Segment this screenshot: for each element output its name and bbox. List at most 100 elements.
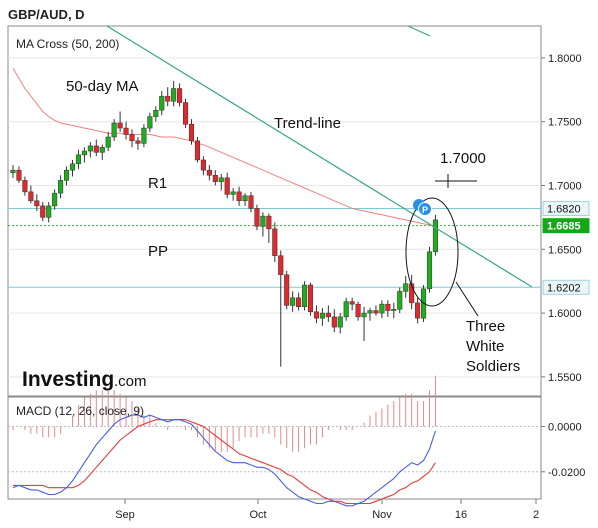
candle-body-16: [105, 136, 111, 148]
candle-body-53: [325, 312, 331, 318]
indicator-label: MA Cross (50, 200): [16, 37, 119, 51]
macd-label: MACD (12, 26, close, 9): [16, 404, 144, 418]
trend-line: [106, 25, 533, 288]
time-tick-label-0: Sep: [115, 509, 135, 521]
candle-body-42: [260, 215, 266, 227]
pattern-pointer: [455, 281, 479, 317]
candle-body-70: [426, 251, 433, 290]
r1-annotation: R1: [148, 175, 167, 192]
time-tick-label-2: Nov: [372, 509, 392, 521]
price-tick-label-3: 1.6500: [548, 244, 582, 256]
price-tick-label-1: 1.7500: [548, 117, 582, 129]
candle-body-9: [64, 169, 70, 181]
candle-body-2: [22, 180, 28, 193]
candle-body-12: [81, 150, 87, 156]
macd-axis: 0.0000 -0.0200: [541, 421, 585, 479]
price-axis: 1.8000 1.7500 1.7000 1.6500 1.6000 1.5500 1.68…: [541, 53, 590, 384]
macd-tick-label-0: 0.0000: [548, 421, 582, 433]
time-tick-label-1: Oct: [249, 509, 266, 521]
candle-body-39: [242, 195, 248, 202]
candle-body-31: [194, 140, 200, 161]
candle-body-41: [254, 208, 260, 227]
pattern-word-3: Soldiers: [466, 358, 520, 375]
pattern-word-1: Three: [466, 318, 505, 335]
candle-body-68: [415, 302, 421, 319]
price-tick-label-4: 1.6000: [548, 308, 582, 320]
candle-body-49: [302, 284, 308, 307]
candle-body-44: [272, 228, 278, 256]
candle-body-7: [52, 192, 58, 207]
ma-line: [12, 67, 436, 227]
chart-title: GBP/AUD, D: [8, 7, 85, 22]
candle-body-51: [313, 311, 319, 319]
candle-body-17: [111, 122, 117, 138]
candle-body-57: [349, 301, 355, 305]
signal-line: [13, 419, 436, 505]
candles: [10, 25, 438, 367]
candle-body-60: [367, 310, 373, 314]
target-annotation: 1.7000: [440, 150, 486, 167]
candle-body-5: [40, 205, 46, 218]
candle-body-30: [188, 123, 195, 142]
candle-body-55: [337, 316, 343, 328]
candle-body-62: [379, 303, 385, 314]
candle-body-48: [296, 297, 302, 307]
level-label-current: 1.6685: [547, 221, 581, 233]
candle-body-22: [141, 127, 147, 144]
candle-body-43: [266, 215, 272, 230]
candle-body-6: [46, 205, 52, 218]
price-tick-label-5: 1.5500: [548, 372, 582, 384]
trendline-annotation: Trend-line: [274, 115, 341, 132]
price-tick-label-0: 1.8000: [548, 53, 582, 65]
candle-body-38: [236, 191, 242, 202]
candle-body-20: [129, 134, 135, 142]
main-grid: [8, 57, 541, 378]
time-tick-label-3: 16: [455, 509, 467, 521]
macd-histogram: [12, 375, 436, 452]
candle-body-28: [177, 88, 183, 103]
candle-body-19: [123, 127, 129, 135]
candle-body-23: [147, 116, 153, 129]
level-label-bg-r1: [542, 200, 590, 216]
candle-body-66: [403, 283, 409, 292]
candle-body-0: [10, 169, 16, 173]
candle-body-13: [87, 145, 93, 152]
level-label-bg-pp: [542, 279, 590, 295]
macd-grid: [8, 425, 541, 473]
pp-annotation: PP: [148, 243, 168, 260]
candle-body-3: [28, 191, 34, 202]
candle-body-64: [391, 308, 397, 311]
candle-body-40: [248, 195, 254, 209]
candle-body-8: [58, 180, 64, 194]
candle-body-4: [34, 200, 40, 207]
time-tick-label-4: 2: [533, 509, 539, 521]
candle-body-29: [183, 102, 189, 125]
candle-body-27: [171, 88, 177, 102]
candle-body-14: [93, 145, 99, 153]
candle-body-21: [135, 140, 141, 144]
candle-body-71: [432, 219, 438, 253]
time-axis: Sep Oct Nov 16 2: [115, 499, 539, 521]
candle-body-67: [409, 283, 415, 304]
candle-body-58: [355, 303, 361, 318]
candle-body-50: [307, 284, 314, 313]
candle-body-24: [153, 109, 159, 117]
macd-line: [12, 414, 436, 507]
level-label-bg-current: [542, 218, 590, 234]
candle-body-10: [69, 163, 76, 171]
pattern-word-2: White: [466, 338, 504, 355]
candle-body-33: [206, 169, 212, 176]
logo-suffix: .com: [114, 373, 147, 390]
ma-annotation: 50-day MA: [66, 78, 139, 95]
logo-brand: Investing: [22, 368, 114, 391]
candle-body-11: [75, 154, 82, 165]
main-panel-frame: [7, 25, 542, 397]
candle-body-26: [165, 95, 171, 102]
candle-body-18: [117, 122, 123, 129]
candle-body-47: [290, 297, 296, 306]
candle-body-45: [278, 255, 284, 276]
event-marker-icon[interactable]: [418, 202, 432, 216]
candle-body-1: [16, 169, 22, 181]
event-marker-letter: P: [422, 205, 428, 215]
candle-body-65: [397, 291, 403, 310]
